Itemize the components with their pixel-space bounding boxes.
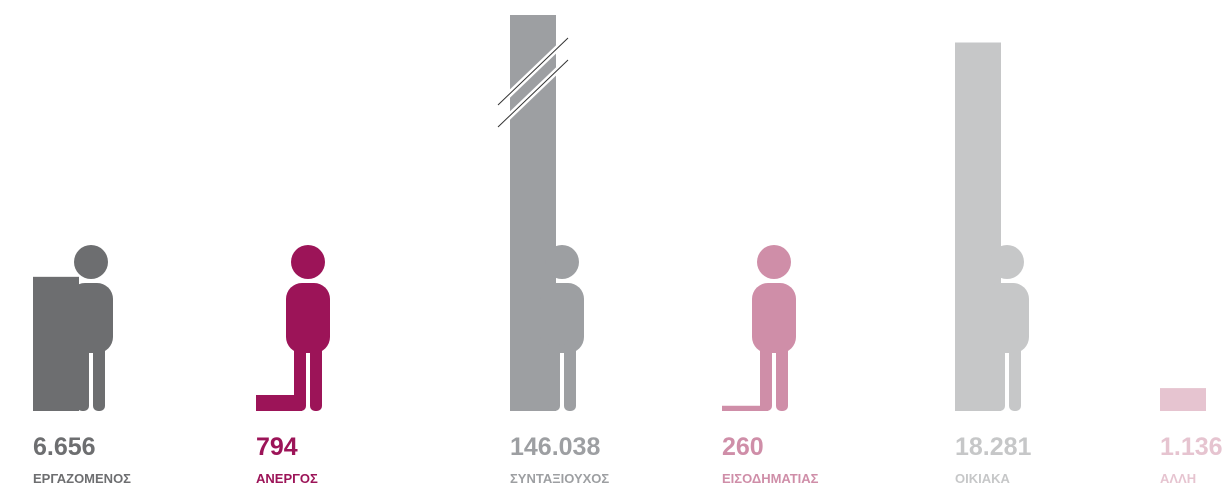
icon-leg [564,340,576,411]
icon-head [757,245,791,279]
icon-body [985,283,1029,353]
icon-body [69,283,113,353]
category-label: ΕΙΣΟΔΗΜΑΤΙΑΣ [722,471,819,486]
person-icon [286,245,330,411]
icon-body [286,283,330,353]
category-label: ΟΙΚΙΑΚΑ [955,471,1011,486]
break-mark [497,37,569,106]
icon-leg [760,340,772,411]
icon-body [540,283,584,353]
icon-leg [1009,340,1021,411]
category-label: ΑΛΛΗ [1160,471,1196,486]
icon-leg [310,340,322,411]
value-label: 794 [256,433,298,461]
category-label: ΑΝΕΡΓΟΣ [256,471,318,486]
bar [256,394,302,411]
icon-head [990,245,1024,279]
icon-leg [776,340,788,411]
icon-leg [993,340,1005,411]
person-icon [752,245,796,411]
value-label: 260 [722,433,764,461]
person-icon [985,245,1029,411]
icon-leg [93,340,105,411]
icon-head [545,245,579,279]
value-label: 1.136 [1160,433,1223,461]
icon-leg [548,340,560,411]
bar [1160,388,1206,411]
break-mark [497,59,569,128]
icon-leg [294,340,306,411]
value-label: 146.038 [510,433,600,461]
person-icon [540,245,584,411]
category-label: ΕΡΓΑΖΟΜΕΝΟΣ [33,471,131,486]
icon-body [752,283,796,353]
person-icon [69,245,113,411]
value-label: 6.656 [33,433,96,461]
value-label: 18.281 [955,433,1032,461]
icon-head [74,245,108,279]
icon-leg [77,340,89,411]
category-label: ΣΥΝΤΑΞΙΟΥΧΟΣ [510,471,609,486]
icon-head [291,245,325,279]
bar [722,405,768,411]
